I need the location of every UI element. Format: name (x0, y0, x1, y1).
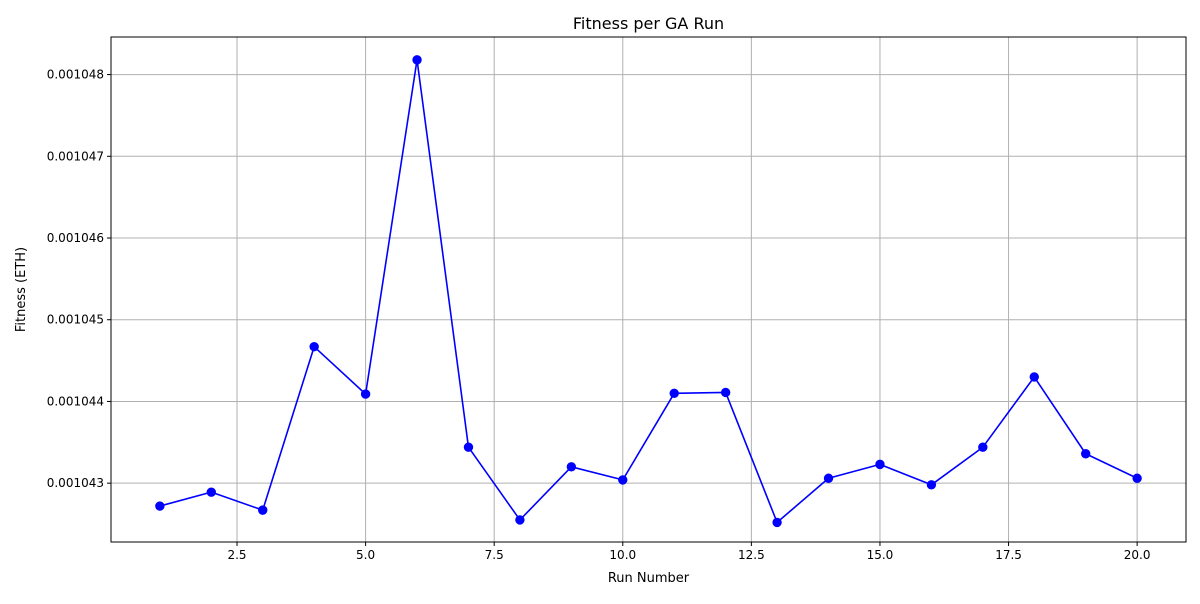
grid-lines (111, 37, 1186, 542)
y-tick-label: 0.001048 (47, 68, 104, 82)
x-tick-label: 15.0 (867, 548, 894, 562)
data-point (463, 442, 474, 452)
y-tick-label: 0.001043 (47, 476, 104, 490)
x-tick-label: 10.0 (609, 548, 636, 562)
data-point (978, 442, 988, 452)
axis-ticks: 2.5 5.0 7.5 10.0 12.5 15.0 17.5 20.0 0.001043 0.0… (47, 68, 1151, 562)
data-point (155, 501, 165, 511)
x-tick-label: 12.5 (738, 548, 765, 562)
data-point (360, 389, 371, 399)
data-point (258, 505, 268, 515)
y-tick-label: 0.001045 (47, 313, 104, 327)
x-tick-label: 7.5 (485, 548, 504, 562)
data-point (1081, 449, 1091, 459)
chart-title: Fitness per GA Run (573, 14, 724, 33)
x-tick-label: 2.5 (227, 548, 246, 562)
data-point (669, 388, 679, 398)
data-point (1029, 372, 1039, 382)
x-tick-label: 17.5 (995, 548, 1022, 562)
data-point (618, 475, 628, 485)
series-group (155, 55, 1142, 528)
x-axis-label: Run Number (608, 571, 690, 586)
data-point (515, 515, 525, 525)
x-tick-label: 5.0 (356, 548, 375, 562)
data-point (823, 473, 834, 483)
data-point (772, 517, 782, 528)
data-point (720, 387, 731, 398)
plot-area-frame (110, 36, 1187, 543)
x-tick-label: 20.0 (1124, 548, 1151, 562)
y-tick-label: 0.001046 (47, 231, 104, 245)
y-tick-label: 0.001044 (47, 394, 104, 408)
data-point (206, 487, 216, 497)
data-point (875, 459, 885, 470)
data-point (309, 342, 319, 352)
data-point (926, 480, 937, 490)
data-point (412, 55, 422, 65)
y-axis-label: Fitness (ETH) (14, 247, 29, 332)
data-point (1132, 473, 1142, 483)
y-tick-label: 0.001047 (47, 149, 104, 163)
series-line (159, 59, 1138, 524)
data-point (566, 462, 577, 472)
